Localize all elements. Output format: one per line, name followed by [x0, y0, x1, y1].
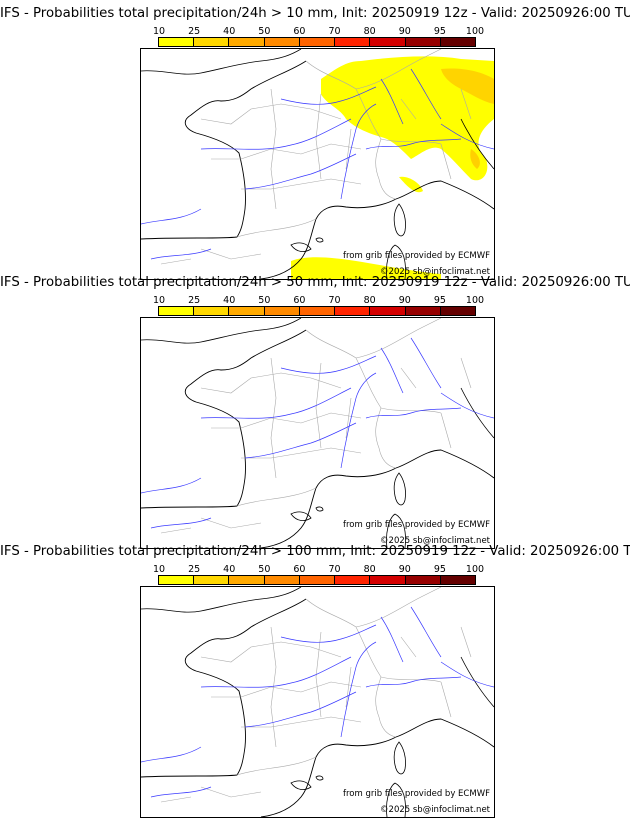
colorbar-tick-label: 40 — [223, 26, 236, 37]
colorbar-tick-label: 10 — [152, 295, 166, 306]
colorbar-tick-label: 50 — [258, 564, 271, 575]
map: from grib files provided by ECMWF ©2025 … — [140, 317, 495, 549]
colorbar-tick-label: 70 — [328, 295, 341, 306]
colorbar-segment — [159, 38, 195, 46]
panel-10mm: IFS - Probabilities total precipitation/… — [0, 0, 630, 280]
colorbar-tick-label: 100 — [465, 295, 485, 306]
colorbar-tick-label: 95 — [433, 295, 446, 306]
colorbar-tick-label: 60 — [293, 564, 306, 575]
colorbar-segment — [440, 576, 475, 584]
copyright: ©2025 sb@infoclimat.net — [380, 536, 490, 546]
colorbar-segment — [194, 38, 230, 46]
colorbar — [158, 37, 476, 47]
colorbar-segment — [405, 38, 441, 46]
colorbar-tick-label: 70 — [328, 564, 341, 575]
colorbar-tick-label: 25 — [188, 295, 201, 306]
colorbar-segment — [159, 576, 195, 584]
colorbar-tick-label: 60 — [293, 26, 306, 37]
copyright: ©2025 sb@infoclimat.net — [380, 267, 490, 277]
colorbar — [158, 575, 476, 585]
colorbar-tick-label: 60 — [293, 295, 306, 306]
colorbar-segment — [264, 576, 300, 584]
colorbar-tick-label: 25 — [188, 564, 201, 575]
colorbar-segment — [440, 307, 475, 315]
colorbar-segment — [335, 38, 371, 46]
colorbar-segment — [335, 576, 371, 584]
source-credit: from grib files provided by ECMWF — [343, 251, 490, 261]
colorbar-segment — [370, 576, 406, 584]
colorbar-labels: 10 25 40 50 60 70 80 90 95 100 — [153, 295, 484, 306]
panel-100mm: IFS - Probabilities total precipitation/… — [0, 538, 630, 818]
colorbar-segment — [194, 576, 230, 584]
colorbar-segment — [194, 307, 230, 315]
colorbar-segment — [335, 307, 371, 315]
colorbar-tick-label: 40 — [223, 295, 236, 306]
basemap — [141, 587, 494, 817]
colorbar-segment — [299, 38, 336, 46]
colorbar-segment — [405, 307, 441, 315]
source-credit: from grib files provided by ECMWF — [343, 520, 490, 530]
map: from grib files provided by ECMWF ©2025 … — [140, 586, 495, 818]
colorbar-tick-label: 95 — [433, 26, 446, 37]
colorbar-segment — [440, 38, 475, 46]
colorbar-labels: 10 25 40 50 60 70 80 90 95 100 — [153, 26, 484, 37]
colorbar-tick-label: 100 — [465, 26, 485, 37]
colorbar-segment — [370, 307, 406, 315]
precip-areas — [291, 56, 494, 279]
colorbar-segment — [264, 307, 300, 315]
colorbar-tick-label: 90 — [398, 26, 411, 37]
colorbar-tick-label: 80 — [363, 26, 376, 37]
colorbar-segment — [229, 307, 265, 315]
colorbar-segment — [299, 307, 336, 315]
panel-title: IFS - Probabilities total precipitation/… — [0, 275, 630, 290]
colorbar-tick-label: 10 — [152, 564, 166, 575]
colorbar-segment — [299, 576, 336, 584]
source-credit: from grib files provided by ECMWF — [343, 789, 490, 799]
colorbar-tick-label: 80 — [363, 564, 376, 575]
map: from grib files provided by ECMWF ©2025 … — [140, 48, 495, 280]
colorbar-tick-label: 50 — [258, 295, 271, 306]
colorbar — [158, 306, 476, 316]
copyright: ©2025 sb@infoclimat.net — [380, 805, 490, 815]
panel-50mm: IFS - Probabilities total precipitation/… — [0, 269, 630, 549]
basemap — [141, 318, 494, 548]
colorbar-segment — [229, 576, 265, 584]
colorbar-tick-label: 100 — [465, 564, 485, 575]
colorbar-segment — [264, 38, 300, 46]
colorbar-segment — [159, 307, 195, 315]
panel-title: IFS - Probabilities total precipitation/… — [0, 6, 630, 21]
panel-title: IFS - Probabilities total precipitation/… — [0, 544, 630, 559]
colorbar-tick-label: 70 — [328, 26, 341, 37]
colorbar-tick-label: 40 — [223, 564, 236, 575]
colorbar-tick-label: 90 — [398, 564, 411, 575]
colorbar-tick-label: 50 — [258, 26, 271, 37]
basemap — [141, 49, 494, 279]
colorbar-segment — [370, 38, 406, 46]
colorbar-segment — [229, 38, 265, 46]
colorbar-tick-label: 95 — [433, 564, 446, 575]
colorbar-tick-label: 90 — [398, 295, 411, 306]
precip-areas-high — [441, 68, 494, 169]
colorbar-tick-label: 10 — [152, 26, 166, 37]
colorbar-labels: 10 25 40 50 60 70 80 90 95 100 — [153, 564, 484, 575]
colorbar-segment — [405, 576, 441, 584]
colorbar-tick-label: 25 — [188, 26, 201, 37]
colorbar-tick-label: 80 — [363, 295, 376, 306]
